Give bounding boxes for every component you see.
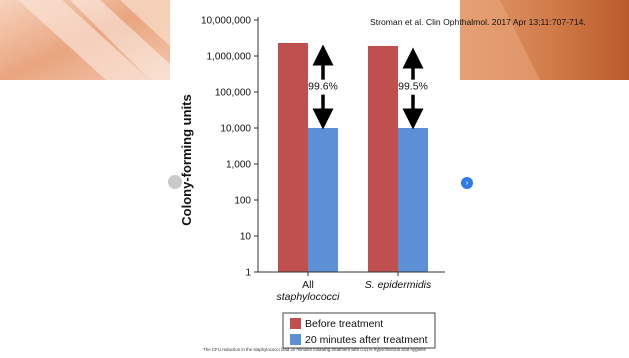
y-tick-label: 10,000,000 xyxy=(201,16,251,27)
chevron-right-icon: › xyxy=(465,178,469,187)
bar-before-treatment xyxy=(368,45,398,272)
x-tick-label: S. epidermidis xyxy=(365,279,432,291)
citation-text: Stroman et al. Clin Ophthalmol. 2017 Apr… xyxy=(370,17,586,27)
figure-caption: The CFU reduction in the staphylococci l… xyxy=(203,347,426,352)
y-tick-label: 10 xyxy=(240,232,252,243)
x-tick-label-line2: staphylococci xyxy=(276,291,340,303)
y-tick-label: 1,000,000 xyxy=(207,52,252,63)
y-axis: 1 10 100 1,000 10,000 100,000 1,000,000 10,000,… xyxy=(201,16,259,279)
next-slide-button[interactable]: › xyxy=(461,177,473,189)
legend-label-before: Before treatment xyxy=(305,318,383,330)
y-tick-label: 1,000 xyxy=(226,160,251,171)
legend-swatch-before xyxy=(290,318,301,329)
y-tick-label: 100,000 xyxy=(215,88,252,99)
legend: Before treatment 20 minutes after treatm… xyxy=(282,312,436,349)
banner-decoration xyxy=(0,0,629,80)
legend-box xyxy=(282,312,436,349)
previous-slide-button[interactable] xyxy=(168,175,182,189)
legend-swatch-after xyxy=(290,334,301,345)
x-tick-label: All xyxy=(302,279,314,291)
reduction-arrows: 99.6% 99.5% xyxy=(308,44,428,130)
bar-before-treatment xyxy=(278,42,308,272)
reduction-label: 99.5% xyxy=(398,81,428,93)
y-tick-label: 100 xyxy=(234,196,251,207)
y-tick-label: 1 xyxy=(245,268,251,279)
bar-after-treatment xyxy=(398,128,428,272)
bars xyxy=(258,42,445,273)
reduction-label: 99.6% xyxy=(308,81,338,93)
legend-label-after: 20 minutes after treatment xyxy=(305,334,428,346)
y-axis-title: Colony-forming units xyxy=(179,94,194,225)
bar-after-treatment xyxy=(308,128,338,272)
y-tick-label: 10,000 xyxy=(220,124,251,135)
